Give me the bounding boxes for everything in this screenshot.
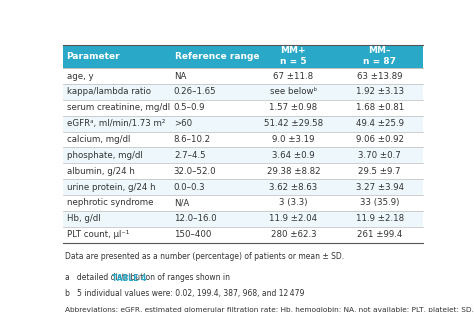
Text: 3 (3.3): 3 (3.3) [279, 198, 308, 207]
Text: 9.0 ±3.19: 9.0 ±3.19 [272, 135, 315, 144]
Text: 12.0–16.0: 12.0–16.0 [174, 214, 217, 223]
Text: 11.9 ±2.18: 11.9 ±2.18 [356, 214, 404, 223]
Text: 11.9 ±2.04: 11.9 ±2.04 [269, 214, 318, 223]
Text: 49.4 ±25.9: 49.4 ±25.9 [356, 119, 404, 128]
Text: 0.26–1.65: 0.26–1.65 [174, 87, 217, 96]
Text: calcium, mg/dl: calcium, mg/dl [66, 135, 130, 144]
Text: serum creatinine, mg/dl: serum creatinine, mg/dl [66, 103, 170, 112]
Text: 9.06 ±0.92: 9.06 ±0.92 [356, 135, 404, 144]
FancyBboxPatch shape [63, 68, 423, 84]
Text: see belowᵇ: see belowᵇ [270, 87, 317, 96]
Text: 261 ±99.4: 261 ±99.4 [357, 230, 402, 239]
FancyBboxPatch shape [63, 45, 423, 68]
Text: 3.70 ±0.7: 3.70 ±0.7 [358, 151, 401, 160]
Text: Abbreviations: eGFR, estimated glomerular filtration rate; Hb, hemoglobin; NA, n: Abbreviations: eGFR, estimated glomerula… [65, 307, 474, 312]
FancyBboxPatch shape [63, 163, 423, 179]
Text: 3.27 ±3.94: 3.27 ±3.94 [356, 183, 404, 192]
Text: 1.68 ±0.81: 1.68 ±0.81 [356, 103, 404, 112]
Text: 51.42 ±29.58: 51.42 ±29.58 [264, 119, 323, 128]
Text: 29.5 ±9.7: 29.5 ±9.7 [358, 167, 401, 176]
Text: 63 ±13.89: 63 ±13.89 [357, 72, 402, 80]
Text: TABLE 4: TABLE 4 [112, 274, 146, 283]
FancyBboxPatch shape [63, 116, 423, 132]
FancyBboxPatch shape [63, 132, 423, 148]
Text: kappa/lambda ratio: kappa/lambda ratio [66, 87, 151, 96]
Text: >60: >60 [174, 119, 192, 128]
Text: Data are presented as a number (percentage) of patients or mean ± SD.: Data are presented as a number (percenta… [65, 252, 344, 261]
Text: 280 ±62.3: 280 ±62.3 [271, 230, 316, 239]
Text: MM–
n = 87: MM– n = 87 [363, 46, 396, 66]
Text: nephrotic syndrome: nephrotic syndrome [66, 198, 153, 207]
Text: 0.0–0.3: 0.0–0.3 [174, 183, 206, 192]
Text: MM+
n = 5: MM+ n = 5 [280, 46, 307, 66]
Text: 8.6–10.2: 8.6–10.2 [174, 135, 211, 144]
FancyBboxPatch shape [63, 195, 423, 211]
Text: phosphate, mg/dl: phosphate, mg/dl [66, 151, 142, 160]
FancyBboxPatch shape [63, 148, 423, 163]
FancyBboxPatch shape [63, 84, 423, 100]
Text: PLT count, μl⁻¹: PLT count, μl⁻¹ [66, 230, 129, 239]
Text: 32.0–52.0: 32.0–52.0 [174, 167, 217, 176]
Text: b   5 individual values were: 0.02, 199.4, 387, 968, and 12 479: b 5 individual values were: 0.02, 199.4,… [65, 289, 304, 298]
Text: 29.38 ±8.82: 29.38 ±8.82 [266, 167, 320, 176]
Text: Reference range: Reference range [174, 52, 259, 61]
Text: 3.62 ±8.63: 3.62 ±8.63 [269, 183, 318, 192]
Text: NA: NA [174, 72, 186, 80]
Text: 2.7–4.5: 2.7–4.5 [174, 151, 206, 160]
Text: 150–400: 150–400 [174, 230, 211, 239]
Text: 67 ±11.8: 67 ±11.8 [273, 72, 313, 80]
Text: Hb, g/dl: Hb, g/dl [66, 214, 100, 223]
Text: 3.64 ±0.9: 3.64 ±0.9 [272, 151, 315, 160]
Text: 1.57 ±0.98: 1.57 ±0.98 [269, 103, 318, 112]
FancyBboxPatch shape [63, 179, 423, 195]
Text: age, y: age, y [66, 72, 93, 80]
FancyBboxPatch shape [63, 100, 423, 116]
FancyBboxPatch shape [63, 211, 423, 227]
Text: eGFRᵃ, ml/min/1.73 m²: eGFRᵃ, ml/min/1.73 m² [66, 119, 165, 128]
Text: urine protein, g/24 h: urine protein, g/24 h [66, 183, 155, 192]
Text: 0.5–0.9: 0.5–0.9 [174, 103, 205, 112]
Text: albumin, g/24 h: albumin, g/24 h [66, 167, 135, 176]
Text: Parameter: Parameter [66, 52, 120, 61]
Text: N/A: N/A [174, 198, 189, 207]
Text: 1.92 ±3.13: 1.92 ±3.13 [356, 87, 404, 96]
Text: a   detailed distribution of ranges shown in: a detailed distribution of ranges shown … [65, 273, 232, 282]
FancyBboxPatch shape [63, 227, 423, 243]
Text: 33 (35.9): 33 (35.9) [360, 198, 400, 207]
